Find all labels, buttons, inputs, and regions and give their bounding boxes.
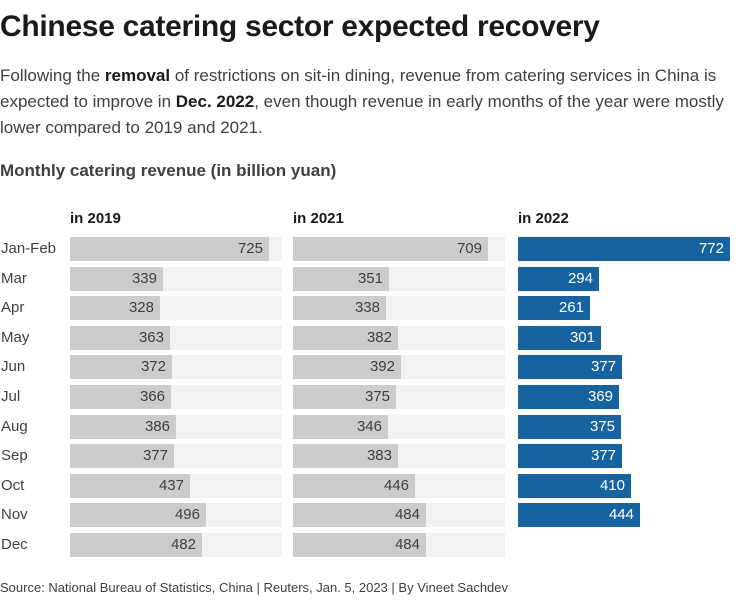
bar bbox=[293, 296, 386, 320]
bar-value-label: 446 bbox=[383, 477, 409, 494]
bar bbox=[518, 326, 601, 350]
bar-value-label: 377 bbox=[590, 358, 616, 375]
subtitle-text-1: Following the bbox=[0, 66, 105, 85]
bar-value-label: 366 bbox=[139, 388, 165, 405]
panel-title: in 2019 bbox=[70, 210, 121, 227]
category-label: Dec bbox=[1, 536, 28, 553]
category-label: Jul bbox=[1, 388, 21, 405]
bar-value-label: 339 bbox=[131, 270, 157, 287]
bar bbox=[518, 503, 640, 527]
bar-value-label: 484 bbox=[394, 536, 420, 553]
category-label: Oct bbox=[1, 477, 25, 494]
bar bbox=[518, 385, 619, 409]
bar-value-label: 363 bbox=[138, 329, 164, 346]
category-label: Apr bbox=[1, 299, 25, 316]
bar bbox=[70, 237, 269, 261]
bar bbox=[70, 355, 172, 379]
bar bbox=[518, 474, 631, 498]
bar bbox=[293, 385, 396, 409]
bar-value-label: 382 bbox=[366, 329, 392, 346]
bar-value-label: 377 bbox=[142, 447, 168, 464]
bar-value-label: 386 bbox=[144, 418, 170, 435]
bar-value-label: 484 bbox=[394, 506, 420, 523]
bar bbox=[70, 444, 174, 468]
category-label: Nov bbox=[1, 506, 28, 523]
bar bbox=[70, 503, 206, 527]
category-label: May bbox=[1, 329, 30, 346]
bar-value-label: 328 bbox=[128, 299, 154, 316]
bar bbox=[518, 415, 621, 439]
bar-value-label: 369 bbox=[587, 388, 613, 405]
bar bbox=[70, 533, 202, 557]
bar-value-label: 375 bbox=[589, 418, 615, 435]
bar bbox=[70, 296, 160, 320]
bar bbox=[293, 474, 415, 498]
source-note: Source: National Bureau of Statistics, C… bbox=[0, 580, 509, 595]
panel-title: in 2021 bbox=[293, 210, 344, 227]
bar-value-label: 725 bbox=[237, 240, 263, 257]
bar-value-label: 338 bbox=[354, 299, 380, 316]
bar-value-label: 294 bbox=[567, 270, 593, 287]
bar bbox=[70, 474, 190, 498]
bar-value-label: 346 bbox=[356, 418, 382, 435]
bar bbox=[518, 296, 590, 320]
category-label: Aug bbox=[1, 418, 28, 435]
bar bbox=[293, 355, 401, 379]
subtitle-bold-date: Dec. 2022 bbox=[175, 92, 255, 111]
bar bbox=[70, 267, 163, 291]
category-label: Jun bbox=[1, 358, 26, 375]
chart-title: Chinese catering sector expected recover… bbox=[0, 10, 600, 43]
bar bbox=[518, 444, 622, 468]
bar bbox=[293, 533, 426, 557]
subtitle-text-3: , even though revenue in early months of… bbox=[0, 92, 724, 137]
bar bbox=[70, 385, 171, 409]
bar-value-label: 377 bbox=[590, 447, 616, 464]
bar-value-label: 709 bbox=[456, 240, 482, 257]
bar-value-label: 410 bbox=[599, 477, 625, 494]
bar bbox=[518, 267, 599, 291]
bar-value-label: 444 bbox=[608, 506, 634, 523]
bar-value-label: 351 bbox=[357, 270, 383, 287]
bar bbox=[293, 415, 388, 439]
panel-title: in 2022 bbox=[518, 210, 569, 227]
chart-subtitle: Following the removal of restrictions on… bbox=[0, 63, 736, 141]
bar bbox=[518, 355, 622, 379]
bar-value-label: 496 bbox=[174, 506, 200, 523]
bar bbox=[293, 503, 426, 527]
bar-value-label: 261 bbox=[558, 299, 584, 316]
category-label: Mar bbox=[1, 270, 27, 287]
bar-value-label: 375 bbox=[364, 388, 390, 405]
bar bbox=[70, 415, 176, 439]
bar-value-label: 392 bbox=[369, 358, 395, 375]
bar-value-label: 772 bbox=[698, 240, 724, 257]
bar-value-label: 482 bbox=[170, 536, 196, 553]
category-label: Jan-Feb bbox=[1, 240, 57, 257]
bar bbox=[293, 444, 398, 468]
bar-value-label: 372 bbox=[140, 358, 166, 375]
subtitle-bold-removal: removal bbox=[104, 66, 171, 85]
subtitle-text-2: of restrictions on sit-in dining, revenu… bbox=[0, 66, 717, 111]
chart-heading: Monthly catering revenue (in billion yua… bbox=[0, 161, 337, 180]
bar bbox=[293, 237, 488, 261]
bar bbox=[518, 237, 730, 261]
bar bbox=[293, 267, 389, 291]
category-label: Sep bbox=[1, 447, 28, 464]
bar-value-label: 437 bbox=[158, 477, 184, 494]
bar bbox=[293, 326, 398, 350]
bar bbox=[70, 326, 170, 350]
bar-value-label: 301 bbox=[569, 329, 595, 346]
bar-value-label: 383 bbox=[366, 447, 392, 464]
